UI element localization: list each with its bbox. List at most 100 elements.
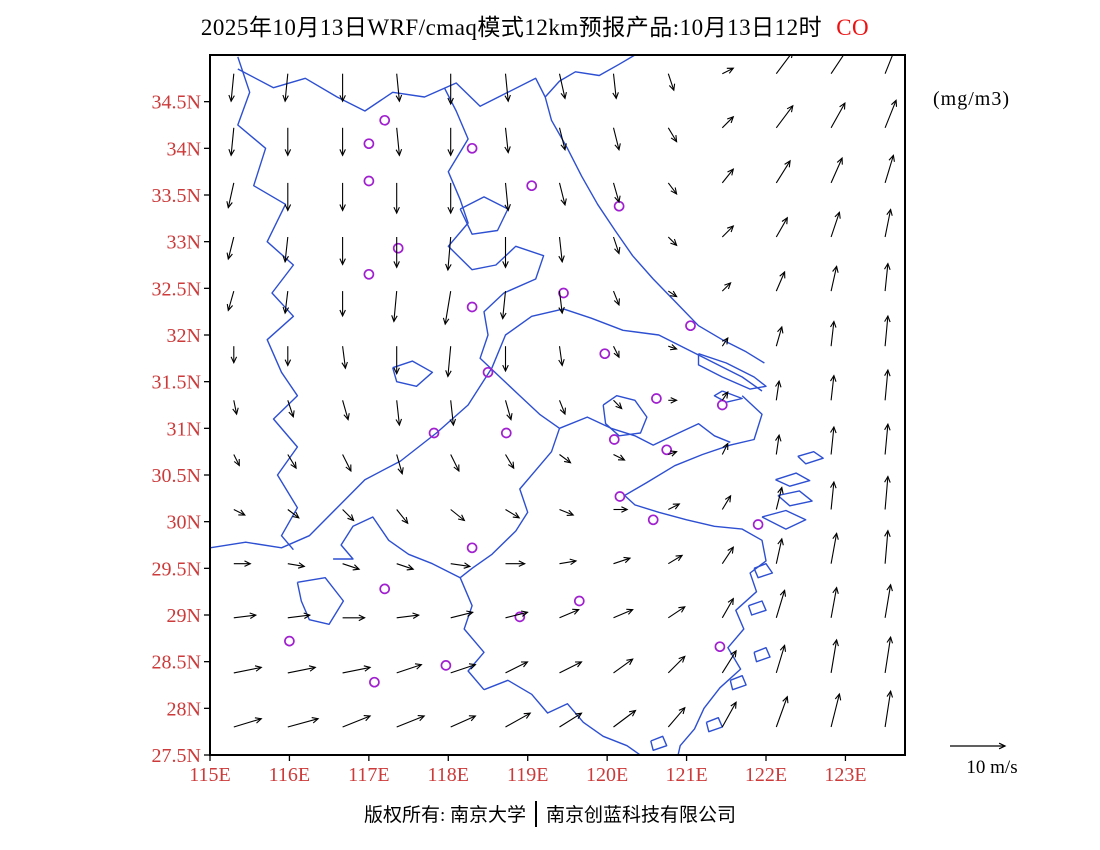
footer-divider xyxy=(535,800,537,827)
wind-arrow xyxy=(450,509,466,522)
wind-arrow xyxy=(775,216,788,238)
station-marker xyxy=(500,427,512,439)
wind-arrow xyxy=(232,400,239,416)
wind-arrow xyxy=(341,346,348,370)
wind-arrow xyxy=(445,236,452,272)
wind-arrow xyxy=(613,608,634,619)
wind-arrow xyxy=(884,422,891,455)
wind-arrow xyxy=(502,346,509,373)
wind-arrow xyxy=(559,558,578,566)
wind-arrow xyxy=(342,715,372,728)
wind-arrow xyxy=(884,55,894,74)
map-line-island_daishan xyxy=(775,472,811,487)
wind-arrow xyxy=(775,695,789,728)
copyright-footer: 版权所有: 南京大学 南京创蓝科技有限公司 xyxy=(0,800,1100,827)
wind-arrow xyxy=(775,104,794,129)
map-line-island_s3 xyxy=(753,647,771,663)
station-marker xyxy=(647,514,659,526)
page-title: 2025年10月13日WRF/cmaq模式12km预报产品:10月13日12时 C… xyxy=(0,8,1070,42)
wind-arrow xyxy=(775,486,784,510)
wind-arrow xyxy=(287,562,306,569)
wind-arrow xyxy=(282,291,290,315)
lon-tick-label: 118E xyxy=(428,764,469,786)
wind-arrow xyxy=(393,237,400,269)
wind-arrow xyxy=(558,346,565,367)
wind-arrow xyxy=(396,563,415,571)
map-line-yangtze_river xyxy=(210,308,763,549)
wind-arrow xyxy=(559,712,583,728)
wind-arrow xyxy=(342,563,361,571)
wind-arrow xyxy=(339,291,346,318)
wind-arrow xyxy=(558,182,567,207)
wind-scale-label: 10 m/s xyxy=(966,757,1018,778)
station-marker xyxy=(573,595,585,607)
station-marker xyxy=(608,434,620,445)
wind-arrow xyxy=(395,73,403,103)
wind-arrow xyxy=(721,391,729,401)
map-layers xyxy=(210,55,898,755)
wind-arrow xyxy=(445,346,452,378)
wind-arrow xyxy=(447,127,454,157)
wind-arrow xyxy=(775,644,787,674)
map-line-changxing_island xyxy=(713,390,743,403)
wind-arrow xyxy=(884,689,894,728)
wind-arrow xyxy=(775,589,787,618)
wind-arrow xyxy=(884,475,891,510)
lat-tick-label: 30.5N xyxy=(152,465,201,487)
lon-tick-label: 120E xyxy=(586,764,628,786)
wind-arrow xyxy=(667,127,678,143)
wind-arrow xyxy=(284,346,292,367)
wind-arrow xyxy=(830,265,839,292)
wind-arrow xyxy=(287,665,317,674)
wind-arrow xyxy=(830,532,839,564)
wind-arrow xyxy=(396,663,423,674)
wind-arrow xyxy=(775,325,784,347)
wind-arrow xyxy=(342,614,366,622)
wind-arrow xyxy=(775,433,782,455)
station-marker xyxy=(440,660,452,671)
wind-arrow xyxy=(667,706,686,728)
map-line-coast_north xyxy=(544,55,765,364)
map-line-border_shandong xyxy=(237,68,546,112)
wind-arrow xyxy=(393,346,400,376)
map-line-island_s6 xyxy=(650,735,668,751)
station-marker xyxy=(599,348,611,360)
map-line-coast_south xyxy=(623,395,767,755)
station-marker xyxy=(716,399,728,411)
wind-arrow xyxy=(282,236,289,264)
station-marker xyxy=(714,641,726,653)
wind-arrow xyxy=(721,168,735,184)
wind-arrow xyxy=(287,612,312,619)
station-marker xyxy=(514,611,526,623)
lat-tick-label: 27.5N xyxy=(152,745,201,767)
wind-arrow xyxy=(450,663,477,674)
wind-arrow xyxy=(721,336,729,347)
lat-tick-label: 34.5N xyxy=(152,92,201,114)
map-line-island_s5 xyxy=(705,717,723,733)
station-marker xyxy=(363,138,375,150)
wind-arrow xyxy=(559,608,580,619)
wind-arrow xyxy=(884,262,891,292)
wind-arrow xyxy=(287,454,297,470)
wind-arrow xyxy=(559,454,572,464)
title-text: 2025年10月13日WRF/cmaq模式12km预报产品:10月13日12时 xyxy=(200,15,823,40)
station-marker xyxy=(526,180,538,192)
wind-arrow xyxy=(830,55,848,75)
station-marker xyxy=(379,114,391,126)
station-marker xyxy=(466,301,478,313)
map-line-border_west xyxy=(237,56,299,551)
wind-arrow xyxy=(504,73,511,103)
wind-arrow xyxy=(450,562,472,569)
station-marker xyxy=(466,542,478,554)
wind-arrow xyxy=(884,99,898,129)
station-marker xyxy=(482,366,494,378)
plot-frame xyxy=(209,54,906,756)
wind-arrow xyxy=(668,503,681,510)
wind-arrow xyxy=(499,291,507,320)
lat-tick-label: 28N xyxy=(167,698,201,720)
wind-arrow xyxy=(505,509,521,519)
wind-arrow xyxy=(558,236,565,264)
station-marker xyxy=(614,491,626,502)
